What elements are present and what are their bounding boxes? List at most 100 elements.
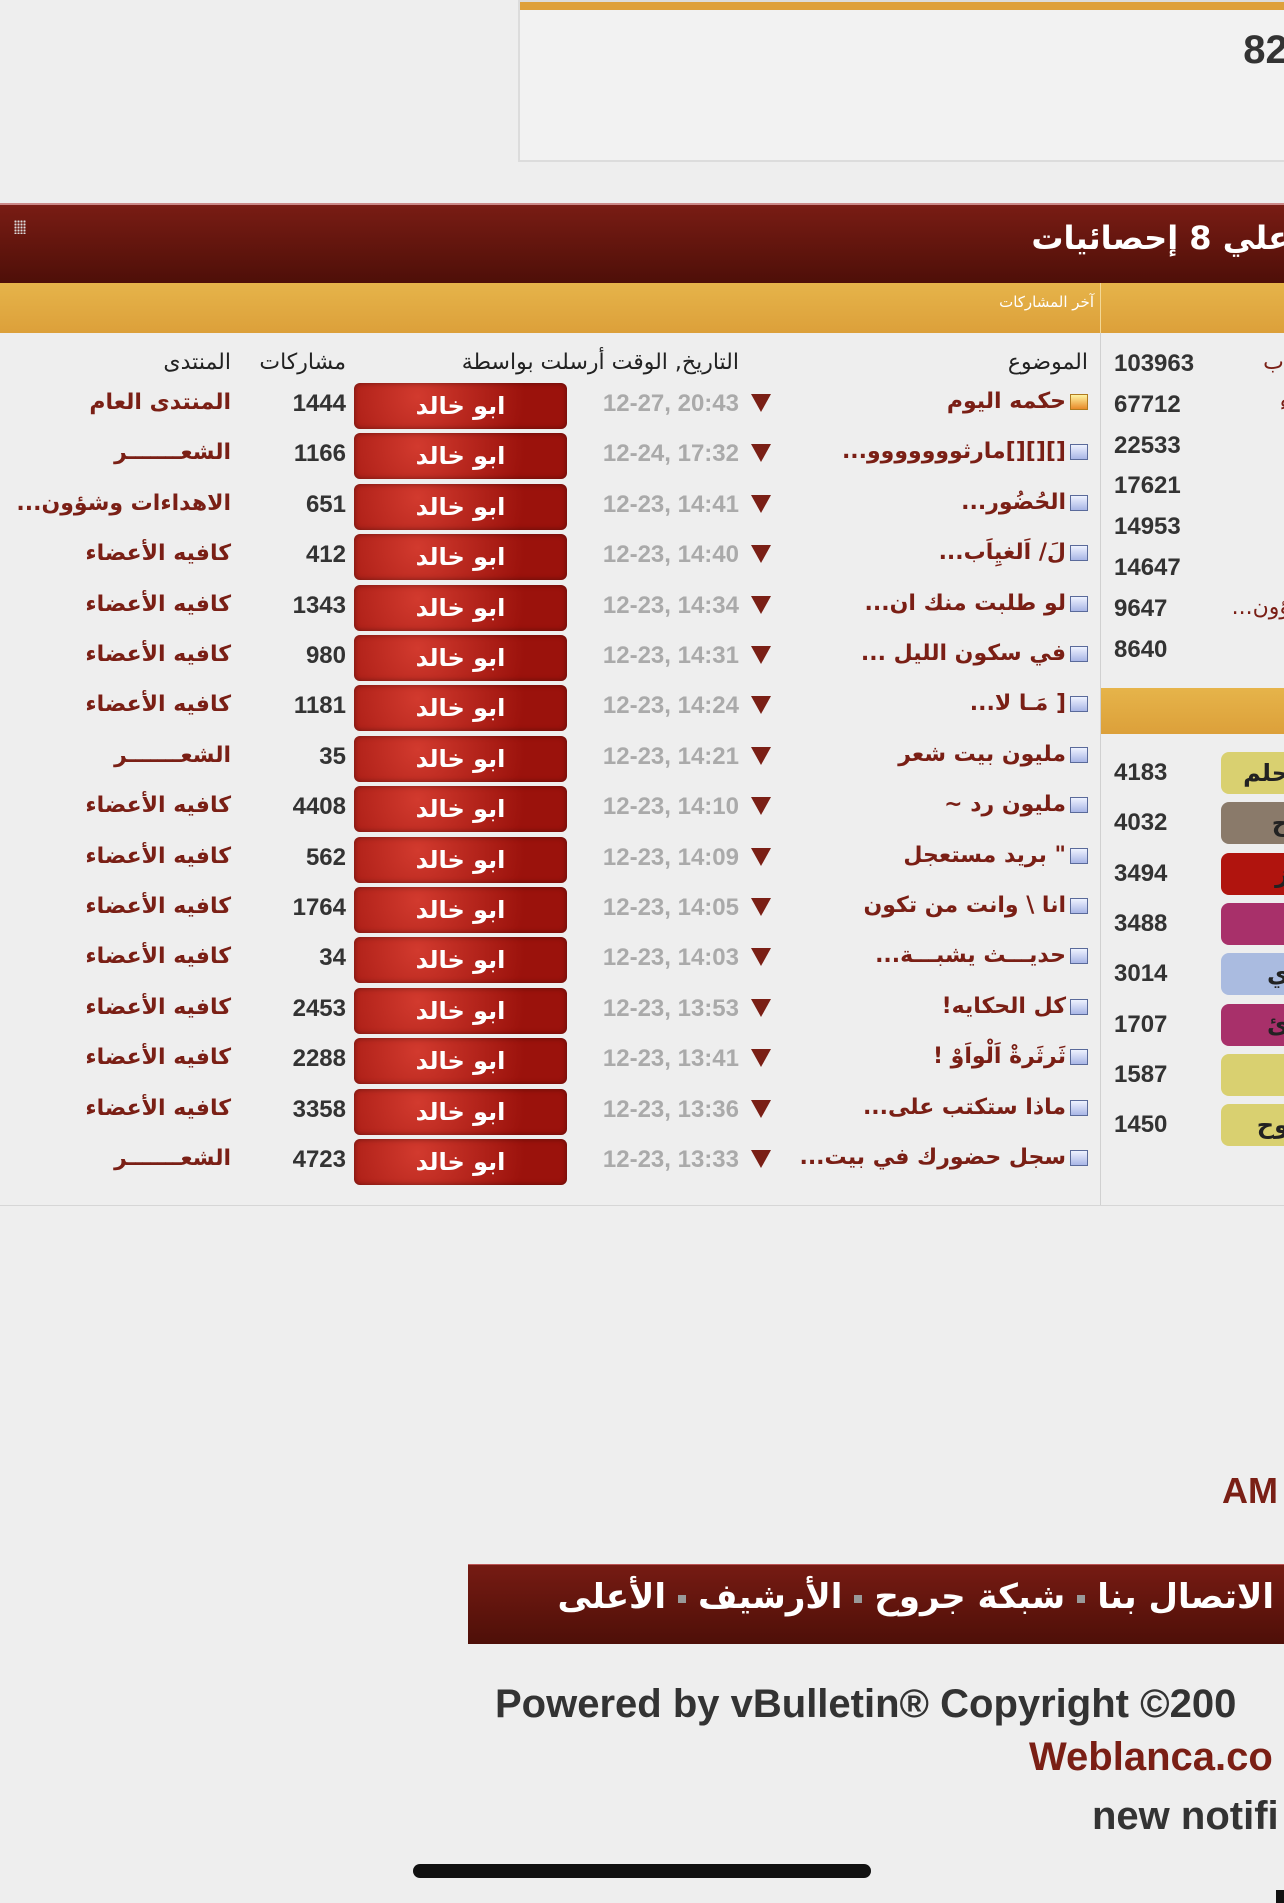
topic-link[interactable]: [ مَـا لا... bbox=[970, 691, 1088, 716]
forum-link[interactable]: كافيه الأعضاء bbox=[85, 541, 231, 567]
topic-title[interactable]: سجل حضورك في بيت... bbox=[799, 1145, 1066, 1170]
member-badge[interactable]: ي bbox=[1221, 953, 1284, 996]
go-to-last-post-icon[interactable] bbox=[751, 746, 771, 765]
go-to-last-post-icon[interactable] bbox=[751, 646, 771, 664]
topic-link[interactable]: في سكون الليل ... bbox=[861, 641, 1088, 666]
topic-link[interactable]: مليون بيت شعر bbox=[898, 742, 1088, 767]
network-link[interactable]: شبكة جروح bbox=[874, 1577, 1066, 1617]
forum-link[interactable]: المنتدى العام bbox=[89, 390, 231, 415]
topic-link[interactable]: انا \ وانت من تكون bbox=[863, 893, 1088, 918]
topic-title[interactable]: ثَرثَرةْ اَلْواَوْ ! bbox=[932, 1044, 1066, 1070]
topic-link[interactable]: ثَرثَرةْ اَلْواَوْ ! bbox=[933, 1044, 1088, 1069]
topic-link[interactable]: كل الحكايه! bbox=[942, 994, 1088, 1019]
contact-link[interactable]: الاتصال بنا bbox=[1097, 1577, 1274, 1617]
topic-title[interactable]: كل الحكايه! bbox=[941, 993, 1066, 1019]
topic-title[interactable]: حكمه اليوم bbox=[946, 389, 1066, 414]
go-to-last-post-icon[interactable] bbox=[751, 948, 771, 967]
member-badge[interactable] bbox=[1221, 1053, 1284, 1096]
username-badge[interactable]: ابو خالد bbox=[354, 887, 567, 933]
username-badge[interactable]: ابو خالد bbox=[354, 786, 567, 833]
topic-title[interactable]: حديـــث يشبـــة... bbox=[875, 943, 1066, 969]
forum-link[interactable]: كافيه الأعضاء bbox=[85, 793, 231, 819]
username-badge[interactable]: ابو خالد bbox=[354, 1088, 567, 1135]
topic-link[interactable]: سجل حضورك في بيت... bbox=[799, 1145, 1088, 1170]
username-badge[interactable]: ابو خالد bbox=[354, 383, 567, 429]
topic-title[interactable]: ماذا ستكتب على... bbox=[862, 1094, 1066, 1120]
forum-link[interactable]: الاهداءات وشؤون... bbox=[16, 490, 231, 516]
go-to-last-post-icon[interactable] bbox=[751, 1150, 771, 1168]
username-badge[interactable]: ابو خالد bbox=[354, 534, 567, 581]
topic-title[interactable]: [][][]مارثووووووو... bbox=[841, 439, 1066, 465]
topic-title[interactable]: لَ/ اَلغيِاَب... bbox=[938, 540, 1066, 566]
go-to-last-post-icon[interactable] bbox=[751, 797, 771, 816]
member-badge[interactable]: حلم bbox=[1221, 752, 1284, 794]
collapse-grid-icon[interactable] bbox=[14, 220, 26, 234]
forum-link[interactable]: كافيه الأعضاء bbox=[85, 1095, 231, 1121]
go-to-last-post-icon[interactable] bbox=[751, 1099, 771, 1118]
go-to-last-post-icon[interactable] bbox=[751, 998, 771, 1017]
topic-link[interactable]: لو طلبت منك ان... bbox=[865, 591, 1088, 616]
forum-link[interactable]: الشعـــــــر bbox=[114, 742, 231, 768]
go-to-last-post-icon[interactable] bbox=[751, 444, 771, 463]
topic-title[interactable]: [ مَـا لا... bbox=[969, 691, 1066, 717]
forum-link[interactable]: كافيه الأعضاء bbox=[85, 1045, 231, 1071]
archive-link[interactable]: الأرشيف bbox=[698, 1577, 843, 1617]
top-link[interactable]: الأعلى bbox=[557, 1577, 667, 1617]
username-badge[interactable]: ابو خالد bbox=[354, 987, 567, 1034]
weblanca-link[interactable]: Weblanca.co bbox=[1029, 1735, 1273, 1779]
home-indicator[interactable] bbox=[413, 1864, 871, 1878]
username-badge[interactable]: ابو خالد bbox=[354, 1038, 567, 1085]
username-badge[interactable]: ابو خالد bbox=[354, 433, 567, 480]
go-to-last-post-icon[interactable] bbox=[751, 898, 771, 916]
forum-link[interactable]: كافيه الأعضاء bbox=[85, 591, 231, 617]
forum-link[interactable]: كافيه الأعضاء bbox=[85, 994, 231, 1020]
member-badge[interactable]: وح bbox=[1221, 1104, 1284, 1147]
topic-title[interactable]: " بريد مستعجل bbox=[903, 842, 1066, 868]
forum-link[interactable]: كافيه الأعضاء bbox=[85, 944, 231, 970]
topic-link[interactable]: الحُضُور... bbox=[961, 490, 1088, 515]
forum-link[interactable]: كافيه الأعضاء bbox=[85, 894, 231, 919]
stat-link[interactable]: ؤون... bbox=[1231, 594, 1284, 620]
username-badge[interactable]: ابو خالد bbox=[354, 735, 567, 782]
topic-title[interactable]: مليون رد ~ bbox=[944, 792, 1066, 818]
forum-link[interactable]: الشعـــــــر bbox=[114, 1146, 231, 1171]
go-to-last-post-icon[interactable] bbox=[751, 1049, 771, 1068]
username-badge[interactable]: ابو خالد bbox=[354, 1139, 567, 1185]
go-to-last-post-icon[interactable] bbox=[751, 545, 771, 564]
forum-link[interactable]: كافيه الأعضاء bbox=[85, 642, 231, 667]
username-badge[interactable]: ابو خالد bbox=[354, 635, 567, 681]
forum-link[interactable]: كافيه الأعضاء bbox=[85, 843, 231, 869]
forum-link[interactable]: كافيه الأعضاء bbox=[85, 692, 231, 718]
table-row: مليون بيت شعر 12-23, 14:21 ابو خالد 35 الشعـ… bbox=[0, 734, 1100, 784]
member-badge[interactable] bbox=[1221, 902, 1284, 945]
topic-title[interactable]: الحُضُور... bbox=[961, 489, 1066, 515]
username-badge[interactable]: ابو خالد bbox=[354, 483, 567, 530]
username-badge[interactable]: ابو خالد bbox=[354, 685, 567, 732]
stat-link[interactable]: اب bbox=[1263, 350, 1284, 375]
member-badge[interactable]: ح bbox=[1221, 802, 1284, 845]
stat-link[interactable]: ء bbox=[1280, 391, 1284, 416]
go-to-last-post-icon[interactable] bbox=[751, 696, 771, 715]
username-badge[interactable]: ابو خالد bbox=[354, 836, 567, 883]
topic-title[interactable]: لو طلبت منك ان... bbox=[864, 590, 1066, 616]
member-badge[interactable]: ز bbox=[1221, 852, 1284, 895]
topic-link[interactable]: حديـــث يشبـــة... bbox=[875, 943, 1088, 968]
topic-title[interactable]: في سكون الليل ... bbox=[860, 641, 1066, 666]
go-to-last-post-icon[interactable] bbox=[751, 595, 771, 614]
go-to-last-post-icon[interactable] bbox=[751, 494, 771, 513]
stats-value: 820 bbox=[1243, 28, 1284, 72]
username-badge[interactable]: ابو خالد bbox=[354, 584, 567, 631]
topic-link[interactable]: ماذا ستكتب على... bbox=[863, 1095, 1088, 1120]
topic-link[interactable]: حكمه اليوم bbox=[947, 389, 1088, 414]
go-to-last-post-icon[interactable] bbox=[751, 847, 771, 866]
topic-link[interactable]: لَ/ اَلغيِاَب... bbox=[939, 540, 1088, 565]
topic-title[interactable]: مليون بيت شعر bbox=[898, 741, 1066, 767]
go-to-last-post-icon[interactable] bbox=[751, 394, 771, 412]
username-badge[interactable]: ابو خالد bbox=[354, 937, 567, 984]
topic-link[interactable]: مليون رد ~ bbox=[944, 792, 1088, 817]
forum-link[interactable]: الشعـــــــر bbox=[114, 440, 231, 466]
topic-title[interactable]: انا \ وانت من تكون bbox=[863, 893, 1066, 918]
topic-link[interactable]: [][][]مارثووووووو... bbox=[842, 439, 1088, 464]
topic-link[interactable]: " بريد مستعجل bbox=[903, 843, 1088, 868]
member-badge[interactable]: ئ bbox=[1221, 1003, 1284, 1046]
